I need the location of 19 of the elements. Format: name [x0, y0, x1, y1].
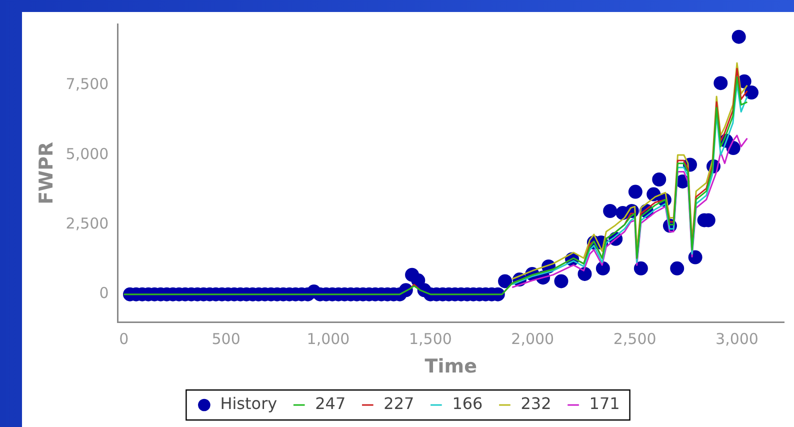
x-tick-label: 1,000 [306, 330, 350, 348]
x-tick-label: 3,000 [716, 330, 758, 348]
x-tick-label: 2,500 [613, 330, 656, 348]
y-tick-label: 7,500 [66, 75, 109, 94]
y-tick-label: 0 [99, 284, 109, 302]
legend-label: History [220, 394, 278, 414]
y-axis-title: FWPR [35, 141, 58, 204]
x-tick-label: 2,000 [511, 330, 554, 348]
legend-label: 166 [452, 394, 483, 414]
legend-label: 247 [315, 394, 346, 414]
legend-label: 227 [384, 394, 414, 414]
y-tick-label: 5,000 [66, 144, 109, 163]
legend-label: 232 [520, 394, 552, 414]
x-tick-label: 1,500 [408, 330, 452, 348]
legend-label: 171 [589, 394, 620, 414]
x-axis-title: Time [424, 356, 477, 378]
x-tick-label: 0 [119, 330, 129, 348]
x-tick-label: 500 [212, 330, 240, 348]
y-tick-label: 2,500 [66, 214, 109, 233]
